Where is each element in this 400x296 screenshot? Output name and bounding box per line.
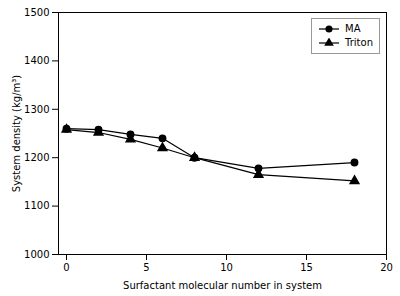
html-text:MA: MA	[345, 23, 361, 34]
svg-text:1300: 1300	[24, 104, 49, 115]
svg-text:0: 0	[63, 262, 69, 273]
svg-text:1400: 1400	[24, 55, 49, 66]
html-text:Triton: Triton	[345, 37, 373, 48]
svg-text:10: 10	[220, 262, 233, 273]
svg-text:15: 15	[300, 262, 313, 273]
svg-text:1000: 1000	[24, 249, 49, 260]
svg-text:20: 20	[380, 262, 393, 273]
svg-text:System density (kg/m³): System density (kg/m³)	[11, 75, 22, 192]
svg-text:Surfactant molecular number in: Surfactant molecular number in system	[123, 280, 322, 291]
svg-text:5: 5	[143, 262, 149, 273]
svg-text:1200: 1200	[24, 152, 49, 163]
svg-text:1500: 1500	[24, 7, 49, 18]
svg-text:1100: 1100	[24, 200, 49, 211]
